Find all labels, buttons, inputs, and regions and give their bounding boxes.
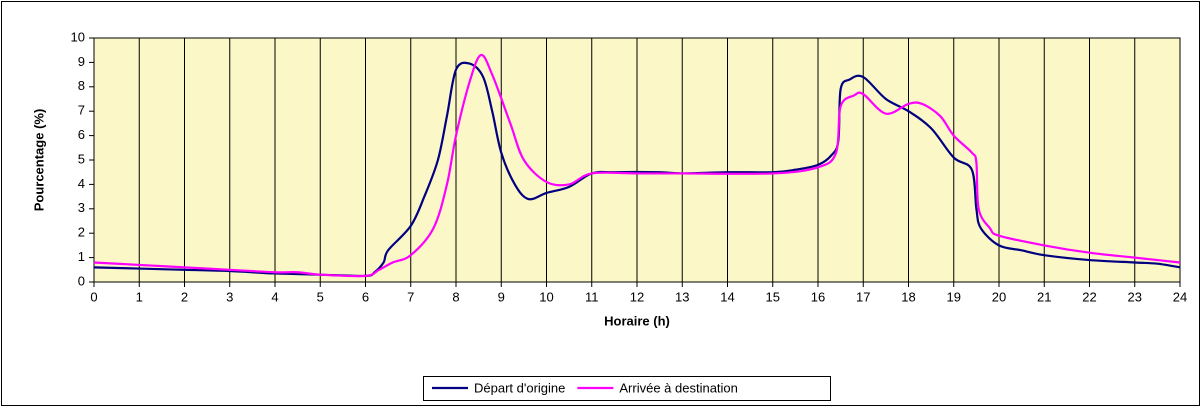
legend-label: Départ d'origine xyxy=(474,380,565,395)
y-tick-label: 7 xyxy=(78,103,85,118)
x-tick-label: 1 xyxy=(136,289,143,304)
x-tick-label: 7 xyxy=(407,289,414,304)
x-tick-label: 19 xyxy=(947,289,961,304)
x-tick-label: 23 xyxy=(1128,289,1142,304)
x-tick-label: 12 xyxy=(630,289,644,304)
x-tick-label: 8 xyxy=(452,289,459,304)
x-tick-label: 18 xyxy=(901,289,915,304)
x-tick-label: 17 xyxy=(856,289,870,304)
y-axis-title: Pourcentage (%) xyxy=(31,109,46,212)
y-tick-label: 6 xyxy=(78,127,85,142)
y-tick-label: 8 xyxy=(78,78,85,93)
series-line xyxy=(93,61,1181,278)
x-tick-label: 21 xyxy=(1037,289,1051,304)
x-tick-label: 9 xyxy=(498,289,505,304)
y-tick-label: 5 xyxy=(78,151,85,166)
x-tick-label: 11 xyxy=(585,289,599,304)
y-tick-label: 3 xyxy=(78,200,85,215)
y-tick-label: 2 xyxy=(78,225,85,240)
y-tick-label: 10 xyxy=(71,29,85,44)
x-tick-label: 2 xyxy=(181,289,188,304)
x-tick-label: 3 xyxy=(226,289,233,304)
y-tick-label: 1 xyxy=(78,249,85,264)
x-tick-label: 5 xyxy=(317,289,324,304)
legend-box xyxy=(423,376,831,401)
legend-label: Arrivée à destination xyxy=(619,380,738,395)
series-line xyxy=(93,53,1181,278)
y-tick-label: 4 xyxy=(78,176,85,191)
x-tick-label: 16 xyxy=(811,289,825,304)
x-tick-label: 0 xyxy=(90,289,97,304)
x-tick-label: 15 xyxy=(766,289,780,304)
x-tick-label: 13 xyxy=(675,289,689,304)
x-tick-label: 20 xyxy=(992,289,1006,304)
x-tick-label: 22 xyxy=(1082,289,1096,304)
x-tick-label: 6 xyxy=(362,289,369,304)
y-tick-label: 0 xyxy=(78,273,85,288)
y-tick-label: 9 xyxy=(78,54,85,69)
x-tick-label: 10 xyxy=(539,289,553,304)
x-tick-label: 14 xyxy=(720,289,734,304)
x-tick-label: 24 xyxy=(1173,289,1187,304)
x-tick-label: 4 xyxy=(271,289,278,304)
x-axis-title: Horaire (h) xyxy=(604,313,670,328)
